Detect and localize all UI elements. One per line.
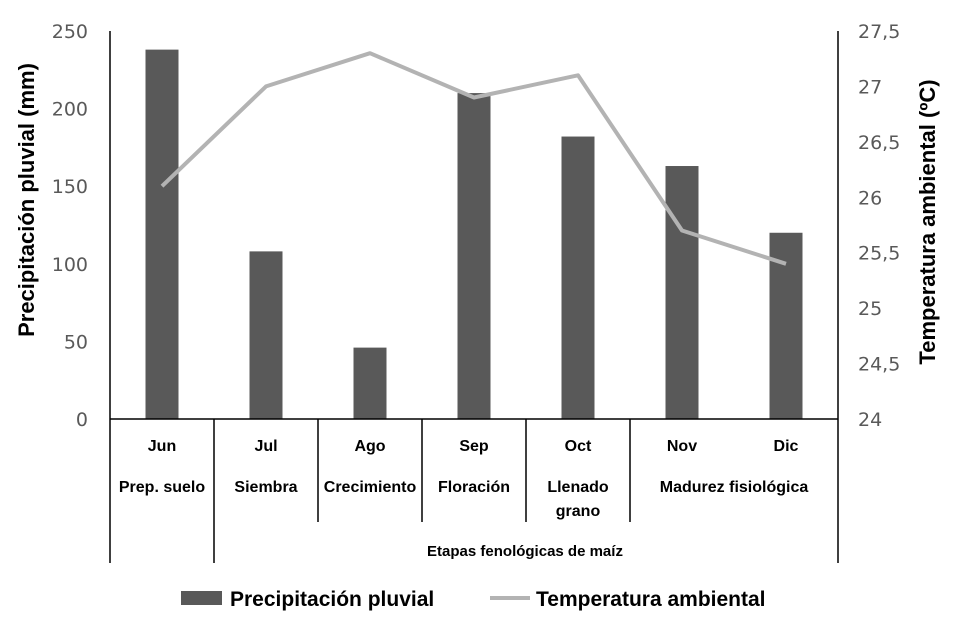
category-label: Sep (459, 438, 489, 455)
temperature-line-layer (160, 51, 787, 266)
right-tick-label: 27,5 (858, 21, 900, 43)
axes (109, 31, 839, 563)
category-label: Oct (565, 438, 592, 455)
stage-label: Madurez fisiológica (660, 479, 809, 496)
precipitation-bar-jul (249, 251, 283, 419)
left-tick-label: 200 (52, 99, 88, 121)
precipitation-bar-ago (353, 347, 387, 419)
stage-label: Floración (438, 479, 510, 496)
legend-swatch-precipitation (181, 591, 222, 605)
legend-label-temperature: Temperatura ambiental (536, 588, 766, 611)
right-tick-label: 25,5 (858, 243, 900, 265)
right-tick-label: 24,5 (858, 354, 900, 376)
left-tick-label: 250 (52, 21, 88, 43)
right-axis-title: Temperatura ambiental (ºC) (915, 79, 940, 364)
category-axis: Jun Jul Ago Sep Oct Nov Dic Prep. suelo Siembra C… (119, 419, 808, 563)
precipitation-bar-sep (457, 93, 491, 419)
category-label: Dic (774, 438, 799, 455)
category-label: Ago (354, 438, 385, 455)
right-axis-ticks: 24 24,5 25 25,5 26 26,5 27 27,5 (858, 21, 900, 431)
stage-label: Llenado (547, 479, 609, 496)
category-label: Jun (148, 438, 176, 455)
stage-label: Crecimiento (324, 479, 417, 496)
category-label: Nov (667, 438, 697, 455)
precipitation-bars (145, 49, 803, 420)
legend-label-precipitation: Precipitación pluvial (230, 588, 434, 611)
left-axis-ticks: 0 50 100 150 200 250 (52, 21, 88, 431)
group-title: Etapas fenológicas de maíz (427, 543, 623, 560)
left-tick-label: 50 (64, 331, 88, 353)
temperature-line (160, 51, 787, 266)
left-tick-label: 150 (52, 176, 88, 198)
stage-label: grano (556, 503, 601, 520)
right-tick-label: 26,5 (858, 132, 900, 154)
right-tick-label: 26 (858, 187, 882, 209)
left-axis-title: Precipitación pluvial (mm) (14, 63, 39, 337)
precipitation-bar-nov (665, 166, 699, 419)
right-tick-label: 25 (858, 298, 882, 320)
precipitation-bar-jun (145, 49, 179, 420)
right-tick-label: 24 (858, 409, 882, 431)
left-tick-label: 0 (76, 409, 88, 431)
stage-label: Siembra (234, 479, 297, 496)
stage-label: Prep. suelo (119, 479, 205, 496)
legend: Precipitación pluvial Temperatura ambien… (181, 588, 766, 611)
category-label: Jul (254, 438, 277, 455)
left-tick-label: 100 (52, 254, 88, 276)
right-tick-label: 27 (858, 76, 882, 98)
precipitation-bar-oct (561, 136, 595, 419)
